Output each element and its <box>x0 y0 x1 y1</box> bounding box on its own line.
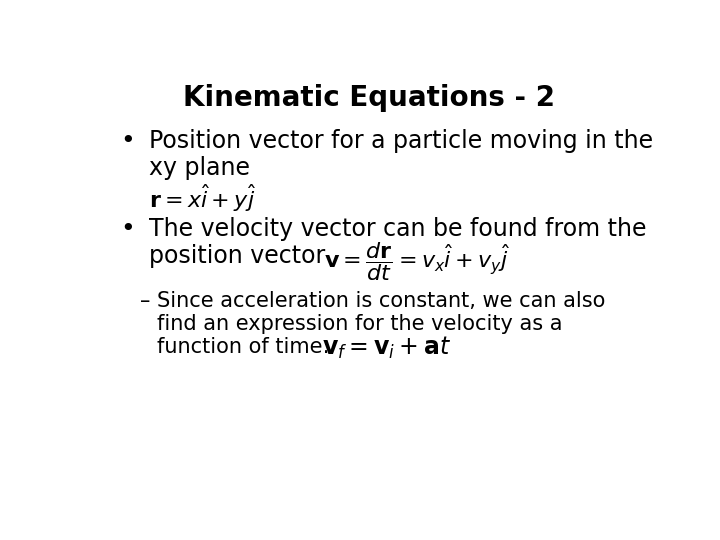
Text: $\mathbf{v} = \dfrac{d\mathbf{r}}{dt} = v_x\hat{i} + v_y\hat{j}$: $\mathbf{v} = \dfrac{d\mathbf{r}}{dt} = … <box>324 240 510 283</box>
Text: function of time:: function of time: <box>157 337 330 357</box>
Text: $\mathbf{r} = x\hat{i} + y\hat{j}$: $\mathbf{r} = x\hat{i} + y\hat{j}$ <box>148 182 256 214</box>
Text: Position vector for a particle moving in the: Position vector for a particle moving in… <box>148 129 653 153</box>
Text: – Since acceleration is constant, we can also: – Since acceleration is constant, we can… <box>140 292 606 312</box>
Text: find an expression for the velocity as a: find an expression for the velocity as a <box>157 314 562 334</box>
Text: $\mathbf{v}_f = \mathbf{v}_i + \mathbf{a}t$: $\mathbf{v}_f = \mathbf{v}_i + \mathbf{a… <box>322 335 451 361</box>
Text: •: • <box>121 217 135 240</box>
Text: The velocity vector can be found from the: The velocity vector can be found from th… <box>148 217 646 240</box>
Text: position vector: position vector <box>148 244 325 268</box>
Text: •: • <box>121 129 135 153</box>
Text: xy plane: xy plane <box>148 156 250 180</box>
Text: Kinematic Equations - 2: Kinematic Equations - 2 <box>183 84 555 112</box>
